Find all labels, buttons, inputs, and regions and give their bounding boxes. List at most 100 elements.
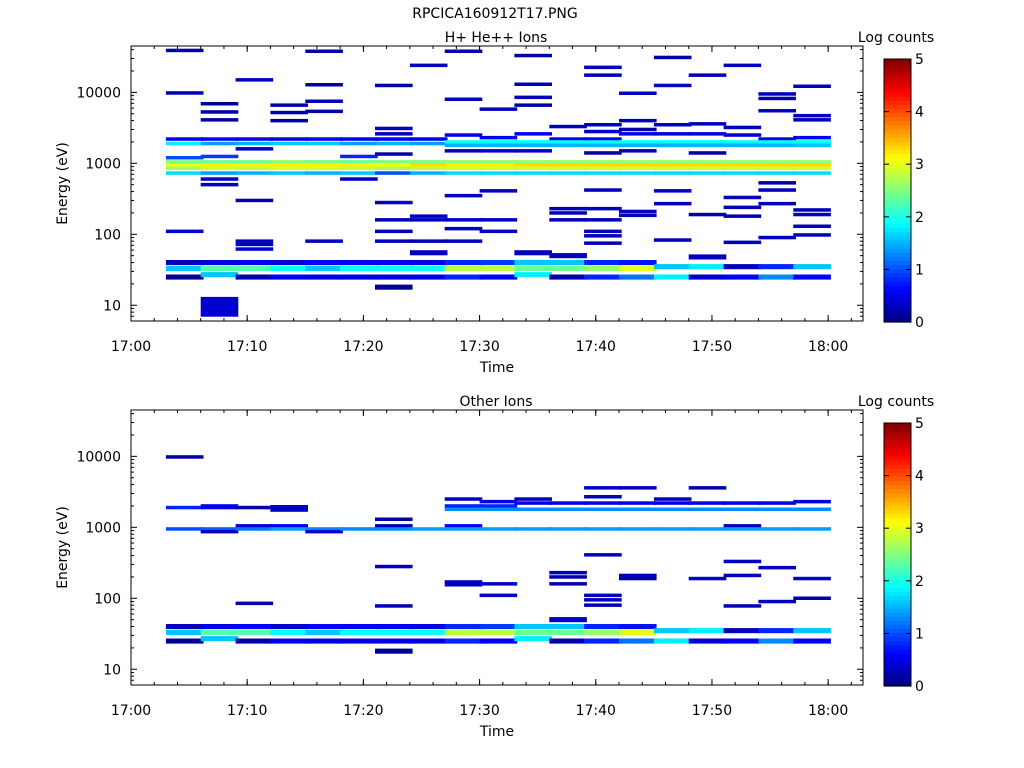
heatmap-cell [305, 239, 343, 243]
heatmap-cell [270, 524, 308, 528]
heatmap-cell [723, 240, 762, 245]
heatmap-cell [723, 524, 762, 528]
heatmap-cell [758, 109, 796, 113]
heatmap-cell [375, 274, 413, 280]
colorbar-segment [884, 570, 911, 576]
colorbar-segment [884, 198, 911, 204]
heatmap-cell [165, 166, 204, 171]
colorbar-segment [884, 169, 911, 175]
colorbar-segment [884, 575, 911, 580]
colorbar-tick-label: 2 [915, 574, 924, 590]
colorbar-segment [884, 616, 911, 621]
heatmap-cell [549, 265, 587, 271]
heatmap-cell [375, 152, 413, 156]
heatmap-cell [758, 507, 796, 511]
heatmap-cell [409, 141, 448, 146]
y-tick-label: 100 [94, 591, 121, 607]
heatmap-cell [723, 638, 762, 644]
colorbar-segment [884, 256, 911, 261]
heatmap-cell [409, 239, 448, 243]
heatmap-cell [584, 265, 622, 271]
heatmap-cell [653, 160, 692, 164]
heatmap-cell [514, 636, 552, 642]
heatmap-cell [619, 527, 657, 531]
heatmap-cell [619, 143, 657, 147]
heatmap-cell [340, 166, 378, 171]
heatmap-cell [200, 505, 239, 510]
heatmap-cell [758, 264, 796, 270]
heatmap-cell [688, 122, 727, 126]
colorbar-segment [884, 451, 911, 457]
heatmap-cell [409, 137, 448, 141]
heatmap-cell [723, 604, 762, 608]
colorbar-segment [884, 546, 911, 551]
heatmap-cell [549, 527, 587, 531]
plot-frame [130, 45, 864, 322]
heatmap-cell [758, 188, 796, 192]
x-tick-label: 17:30 [459, 703, 499, 719]
heatmap-cell [758, 92, 796, 96]
heatmap-cell [409, 171, 448, 175]
colorbar-segment [884, 272, 911, 278]
heatmap-cell [270, 527, 308, 531]
heatmap-cell [165, 265, 204, 271]
colorbar-segment [884, 128, 911, 134]
heatmap-cell [444, 265, 483, 271]
heatmap-cell [758, 527, 796, 531]
heatmap-cell [375, 166, 413, 171]
colorbar-segment [884, 455, 911, 461]
heatmap-cell [584, 163, 622, 167]
colorbar-segment [884, 472, 911, 478]
heatmap-cell [549, 206, 587, 211]
colorbar-segment [884, 607, 911, 613]
heatmap-cell [409, 274, 448, 280]
heatmap-cell [479, 189, 518, 193]
heatmap-cell [340, 629, 378, 635]
heatmap-cell [549, 171, 587, 175]
heatmap-cell [514, 501, 552, 505]
heatmap-cell [723, 160, 762, 164]
heatmap-cell [619, 140, 657, 144]
colorbar-segment [884, 309, 911, 315]
heatmap-cell [200, 272, 239, 278]
colorbar-tick-label: 4 [915, 469, 924, 485]
heatmap-cell [688, 264, 727, 270]
heatmap-cell [444, 239, 483, 243]
heatmap-cell [444, 624, 483, 630]
heatmap-cell [584, 598, 622, 602]
heatmap-cell [758, 181, 796, 185]
heatmap-cell [479, 160, 518, 164]
heatmap-cell [479, 582, 518, 586]
colorbar-segment [884, 108, 911, 114]
heatmap-cell [305, 638, 343, 644]
heatmap-cell [375, 604, 413, 608]
colorbar-segment [884, 587, 911, 593]
heatmap-cell [165, 171, 204, 175]
heatmap-cell [549, 501, 587, 505]
heatmap-cell [653, 83, 692, 88]
colorbar-tick-label: 3 [915, 521, 924, 537]
heatmap-cell [479, 499, 518, 504]
colorbar-tick-label: 5 [915, 416, 924, 432]
heatmap-cell [270, 638, 308, 644]
panel-1: 17:00 17:10 17:20 17:30 17:40 17:50 18:0010100… [55, 45, 924, 376]
heatmap-cell [688, 486, 727, 490]
heatmap-cell [723, 171, 762, 175]
heatmap-cell [758, 143, 796, 147]
colorbar-segment [884, 206, 911, 212]
heatmap-cell [688, 628, 727, 634]
heatmap-cell [584, 624, 622, 630]
heatmap-cell [619, 638, 657, 644]
heatmap-cell [200, 527, 239, 531]
heatmap-cell [723, 143, 762, 147]
colorbar-segment [884, 529, 911, 535]
heatmap-cell [688, 166, 727, 171]
heatmap-cell [479, 135, 518, 140]
heatmap-cell [619, 209, 657, 214]
colorbar-segment [884, 550, 911, 556]
heatmap-cell [584, 206, 622, 211]
heatmap-cell [619, 573, 657, 578]
x-axis-label: Time [479, 724, 514, 740]
heatmap-cell [793, 233, 831, 237]
x-tick-label: 18:00 [808, 339, 848, 355]
